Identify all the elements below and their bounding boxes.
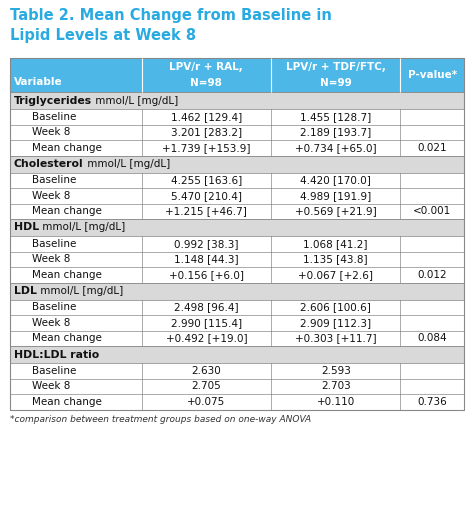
Bar — [10, 315, 464, 331]
Text: Week 8: Week 8 — [32, 381, 70, 391]
Bar — [10, 172, 464, 188]
Text: 4.420 [170.0]: 4.420 [170.0] — [301, 175, 371, 185]
Text: LDL: LDL — [14, 286, 37, 296]
Bar — [10, 58, 464, 409]
Text: HDL: HDL — [14, 223, 39, 233]
Bar — [10, 188, 464, 204]
Text: +0.569 [+21.9]: +0.569 [+21.9] — [295, 206, 377, 216]
Bar — [10, 219, 464, 236]
Text: Mean change: Mean change — [32, 397, 102, 407]
Bar — [10, 204, 464, 219]
Text: Baseline: Baseline — [32, 302, 76, 312]
Text: 0.084: 0.084 — [418, 333, 447, 343]
Bar — [10, 156, 464, 172]
Text: 0.021: 0.021 — [418, 143, 447, 153]
Text: Table 2. Mean Change from Baseline in: Table 2. Mean Change from Baseline in — [10, 8, 332, 23]
Text: N=99: N=99 — [320, 78, 352, 88]
Text: 1.148 [44.3]: 1.148 [44.3] — [174, 254, 239, 264]
Text: Baseline: Baseline — [32, 112, 76, 122]
Text: +0.110: +0.110 — [317, 397, 355, 407]
Bar — [10, 236, 464, 251]
Text: 1.462 [129.4]: 1.462 [129.4] — [171, 112, 242, 122]
Text: mmol/L [mg/dL]: mmol/L [mg/dL] — [37, 286, 123, 296]
Bar — [10, 331, 464, 346]
Text: 2.705: 2.705 — [191, 381, 221, 391]
Text: 4.989 [191.9]: 4.989 [191.9] — [300, 191, 371, 200]
Text: Lipid Levels at Week 8: Lipid Levels at Week 8 — [10, 28, 196, 43]
Bar — [10, 379, 464, 394]
Text: +0.492 [+19.0]: +0.492 [+19.0] — [165, 333, 247, 343]
Text: 0.736: 0.736 — [417, 397, 447, 407]
Text: 3.201 [283.2]: 3.201 [283.2] — [171, 127, 242, 137]
Text: Week 8: Week 8 — [32, 127, 70, 137]
Text: 2.630: 2.630 — [191, 366, 221, 376]
Text: LPV/r + TDF/FTC,: LPV/r + TDF/FTC, — [286, 62, 386, 72]
Text: Baseline: Baseline — [32, 175, 76, 185]
Text: +1.215 [+46.7]: +1.215 [+46.7] — [165, 206, 247, 216]
Text: +0.734 [+65.0]: +0.734 [+65.0] — [295, 143, 376, 153]
Text: N=98: N=98 — [191, 78, 222, 88]
Text: Mean change: Mean change — [32, 143, 102, 153]
Text: 2.189 [193.7]: 2.189 [193.7] — [300, 127, 371, 137]
Text: +0.075: +0.075 — [187, 397, 226, 407]
Text: Baseline: Baseline — [32, 366, 76, 376]
Text: *comparison between treatment groups based on one-way ANOVA: *comparison between treatment groups bas… — [10, 415, 311, 424]
Text: mmol/L [mg/dL]: mmol/L [mg/dL] — [83, 159, 170, 169]
Bar — [10, 363, 464, 379]
Text: 2.990 [115.4]: 2.990 [115.4] — [171, 318, 242, 328]
Text: Week 8: Week 8 — [32, 318, 70, 328]
Text: 1.455 [128.7]: 1.455 [128.7] — [300, 112, 371, 122]
Bar — [10, 140, 464, 156]
Text: mmol/L [mg/dL]: mmol/L [mg/dL] — [39, 223, 126, 233]
Text: 0.992 [38.3]: 0.992 [38.3] — [174, 239, 238, 249]
Bar — [10, 394, 464, 409]
Text: 1.068 [41.2]: 1.068 [41.2] — [303, 239, 368, 249]
Text: 5.470 [210.4]: 5.470 [210.4] — [171, 191, 242, 200]
Text: Week 8: Week 8 — [32, 254, 70, 264]
Text: Cholesterol: Cholesterol — [14, 159, 83, 169]
Bar — [10, 251, 464, 267]
Text: +0.067 [+2.6]: +0.067 [+2.6] — [298, 270, 373, 280]
Text: 1.135 [43.8]: 1.135 [43.8] — [303, 254, 368, 264]
Bar — [10, 58, 464, 92]
Text: 2.909 [112.3]: 2.909 [112.3] — [300, 318, 371, 328]
Text: Mean change: Mean change — [32, 333, 102, 343]
Bar — [10, 109, 464, 124]
Text: 2.606 [100.6]: 2.606 [100.6] — [301, 302, 371, 312]
Text: LPV/r + RAL,: LPV/r + RAL, — [170, 62, 243, 72]
Text: Mean change: Mean change — [32, 270, 102, 280]
Text: 4.255 [163.6]: 4.255 [163.6] — [171, 175, 242, 185]
Text: 2.703: 2.703 — [321, 381, 351, 391]
Bar — [10, 92, 464, 109]
Text: Variable: Variable — [14, 77, 63, 87]
Text: HDL:LDL ratio: HDL:LDL ratio — [14, 350, 99, 360]
Bar — [10, 282, 464, 299]
Text: Mean change: Mean change — [32, 206, 102, 216]
Bar — [10, 267, 464, 282]
Text: P-value*: P-value* — [408, 70, 457, 80]
Text: 2.593: 2.593 — [321, 366, 351, 376]
Bar — [10, 346, 464, 363]
Text: +0.156 [+6.0]: +0.156 [+6.0] — [169, 270, 244, 280]
Text: +0.303 [+11.7]: +0.303 [+11.7] — [295, 333, 376, 343]
Text: mmol/L [mg/dL]: mmol/L [mg/dL] — [92, 96, 178, 105]
Text: 0.012: 0.012 — [418, 270, 447, 280]
Bar — [10, 124, 464, 140]
Text: Baseline: Baseline — [32, 239, 76, 249]
Text: 2.498 [96.4]: 2.498 [96.4] — [174, 302, 239, 312]
Bar — [10, 299, 464, 315]
Text: <0.001: <0.001 — [413, 206, 451, 216]
Text: Week 8: Week 8 — [32, 191, 70, 200]
Text: +1.739 [+153.9]: +1.739 [+153.9] — [162, 143, 251, 153]
Text: Triglycerides: Triglycerides — [14, 96, 92, 105]
